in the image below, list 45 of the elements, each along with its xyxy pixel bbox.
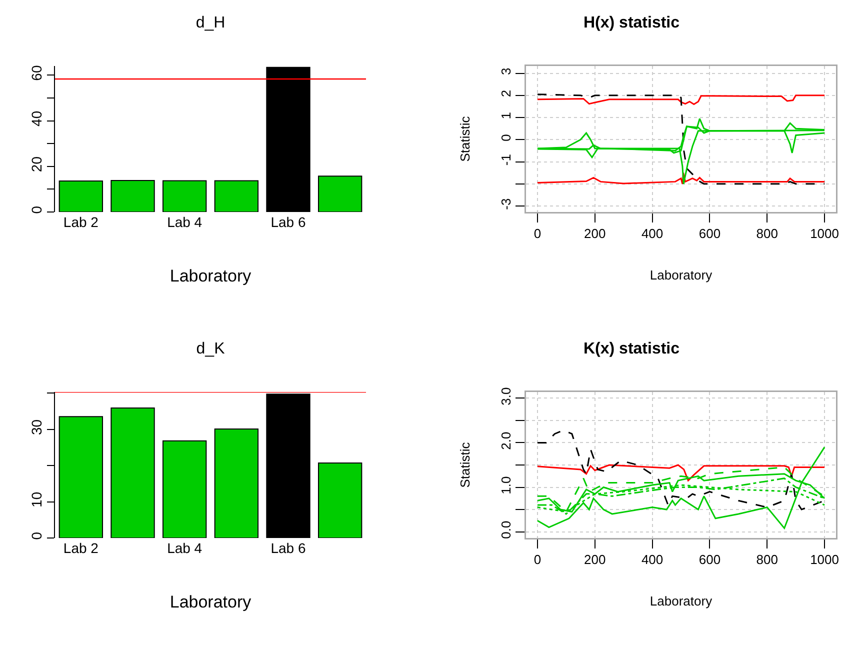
x-tick-label: Lab 4 (167, 540, 202, 556)
x-tick-label: Lab 4 (167, 214, 202, 230)
x-tick-label: Lab 6 (270, 214, 306, 230)
y-tick-label: 1.0 (498, 476, 514, 494)
y-tick-label: 0 (28, 532, 44, 540)
x-tick-label: 1000 (810, 552, 839, 568)
chart-title: d_H (196, 14, 226, 32)
y-tick-label: 10 (28, 492, 44, 508)
x-tick-label: 200 (584, 226, 606, 242)
x-tick-label: Lab 6 (270, 540, 306, 556)
x-axis-title: Laboratory (650, 267, 713, 282)
x-axis-title: Laboratory (170, 592, 252, 612)
x-tick-label: Lab 2 (63, 540, 99, 556)
y-tick-label: 1 (498, 112, 514, 120)
y-tick-label: 60 (28, 65, 44, 81)
y-axis-title: Statistic (458, 116, 472, 162)
x-tick-label: Lab 2 (63, 214, 99, 230)
y-tick-label: 0.0 (498, 520, 514, 539)
x-tick-label: 800 (756, 226, 778, 242)
y-tick-label: 2 (498, 90, 514, 98)
x-axis-title: Laboratory (170, 266, 252, 286)
x-tick-label: 0 (534, 226, 542, 242)
y-tick-label: 20 (28, 156, 44, 172)
chart-title: K(x) statistic (583, 340, 680, 358)
y-tick-label: 2.0 (498, 432, 514, 450)
x-tick-label: 800 (756, 552, 778, 568)
x-tick-label: 400 (641, 226, 664, 242)
y-tick-label: 3.0 (498, 387, 514, 406)
y-axis-title: Statistic (458, 442, 472, 488)
y-tick-label: 0 (498, 134, 514, 142)
x-tick-label: 200 (584, 552, 606, 568)
x-tick-label: 600 (698, 226, 721, 242)
x-tick-label: 600 (698, 552, 721, 568)
x-tick-label: 400 (641, 552, 664, 568)
y-tick-label: -3 (498, 198, 514, 210)
chart-title: H(x) statistic (583, 14, 680, 32)
x-tick-label: 1000 (810, 226, 839, 242)
x-tick-label: 0 (534, 552, 542, 568)
x-axis-title: Laboratory (650, 593, 713, 608)
y-tick-label: 40 (28, 110, 44, 126)
y-tick-label: 3 (498, 68, 514, 75)
chart-title: d_K (196, 340, 226, 358)
y-tick-label: -1 (498, 154, 514, 166)
y-tick-label: 30 (28, 419, 44, 436)
y-tick-label: 0 (28, 206, 44, 214)
